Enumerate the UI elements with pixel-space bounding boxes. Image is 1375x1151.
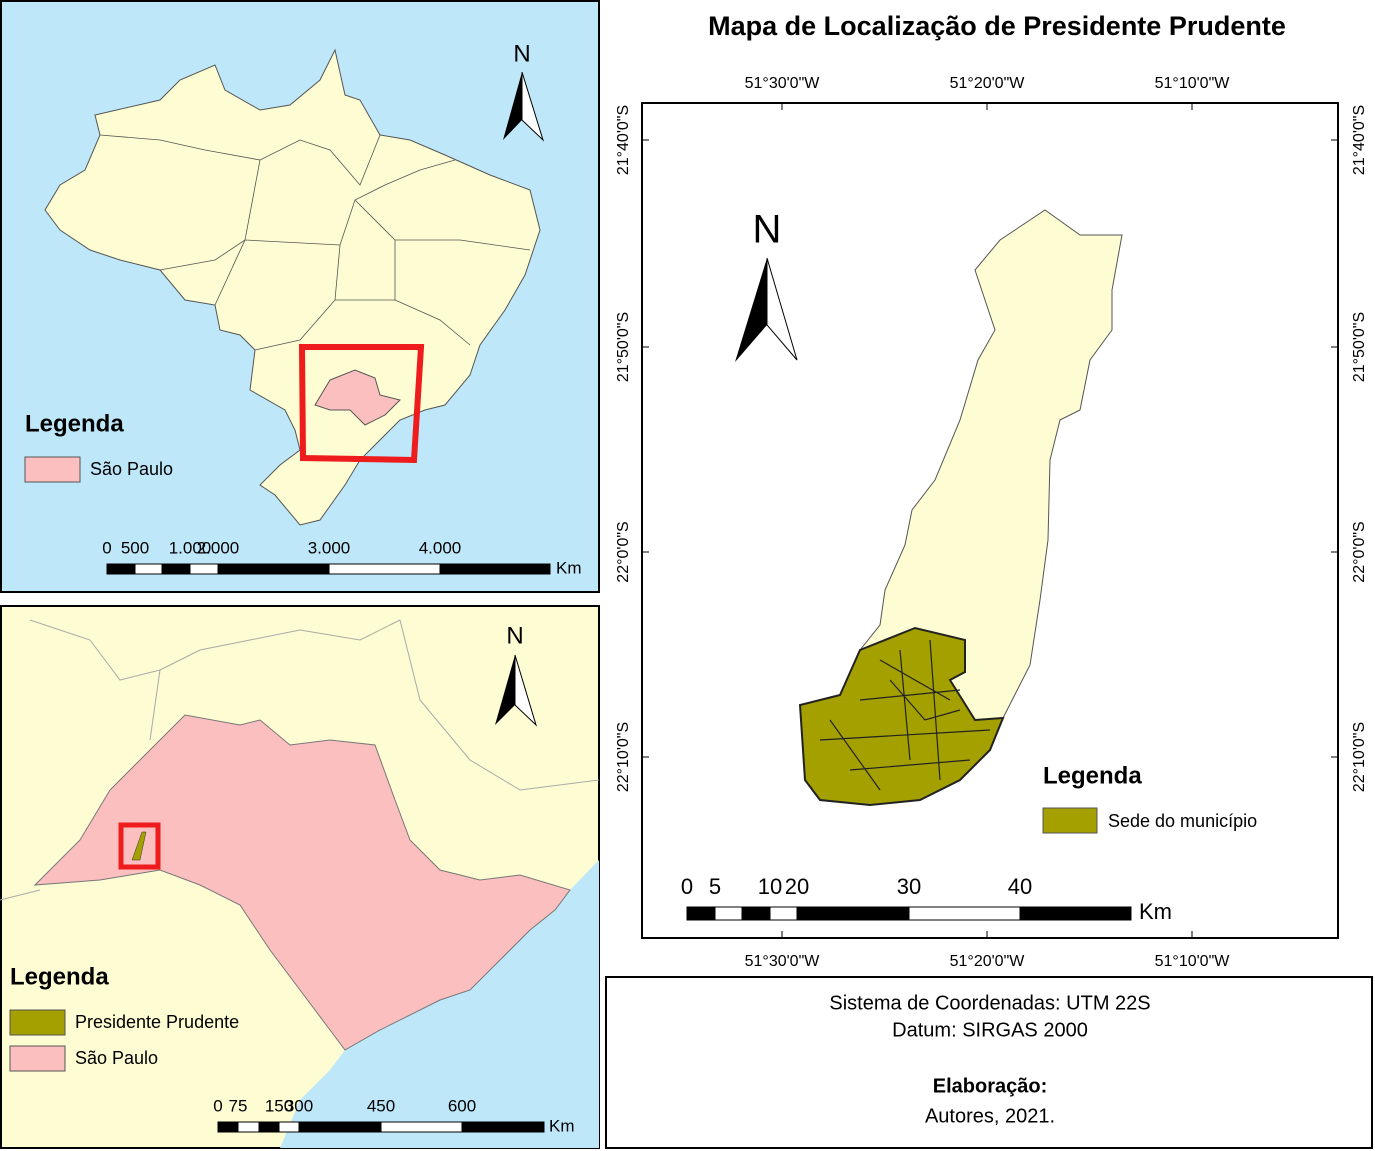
credit: Autores, 2021. [925,1105,1055,1127]
scale-segment [796,906,910,921]
scale-segment [298,1121,382,1133]
coordinate-label: 51°30'0"W [745,953,821,970]
coordinate-label: 21°50'0"S [1351,312,1368,382]
legend-item: Presidente Prudente [75,1012,239,1032]
scale-segment [461,1121,545,1133]
scale-label: 150 [265,1096,293,1115]
coordinate-label: 22°0'0"S [1351,521,1368,582]
scale-unit: Km [1139,899,1172,924]
sao-paulo-shape [314,369,401,426]
north-arrow [766,257,798,361]
coordinate-label: 21°50'0"S [615,312,632,382]
scale-label: 500 [121,538,149,557]
scale-segment [769,906,798,921]
sao-paulo-shape [33,714,571,1051]
scale-segment [741,906,771,921]
scale-segment [134,563,163,575]
extent-box [118,822,161,870]
scale-segment [106,563,136,575]
legend-swatch [9,1045,66,1072]
info-line: Sistema de Coordenadas: UTM 22S [829,992,1150,1014]
scale-segment [237,1121,260,1133]
coordinate-label: 22°10'0"S [615,722,632,792]
north-label: N [513,40,530,67]
legend-title: Legenda [25,410,124,437]
coordinate-label: 51°20'0"W [950,953,1026,970]
legend-title: Legenda [1043,762,1142,789]
north-arrow [735,258,767,362]
scale-segment [1019,906,1132,921]
scale-label: 300 [285,1096,313,1115]
state-borders [99,134,531,351]
scale-label: 75 [229,1096,248,1115]
coordinate-label: 51°30'0"W [745,75,821,92]
coordinate-label: 51°10'0"W [1155,953,1231,970]
scale-segment [714,906,743,921]
north-arrow [514,654,538,727]
scale-label: 0 [102,538,111,557]
scale-segment [328,563,441,575]
credit-title: Elaboração: [933,1075,1047,1097]
urban-streets [819,639,991,791]
scale-segment [217,1121,239,1133]
scale-label: 3.000 [308,538,351,557]
coordinate-label: 51°20'0"W [950,75,1026,92]
scale-label: 10 [758,874,782,899]
north-arrow [495,655,515,725]
coordinate-label: 51°10'0"W [1155,75,1231,92]
legend-title: Legenda [10,963,109,990]
info-box [605,976,1373,1149]
north-arrow [503,72,522,140]
scale-unit: Km [549,1116,575,1135]
legend-item: São Paulo [90,459,173,479]
borders [0,619,600,901]
north-arrow [521,71,545,142]
scale-label: 1.000 [169,538,212,557]
scale-label: 4.000 [419,538,462,557]
scale-segment [278,1121,300,1133]
coordinate-label: 22°10'0"S [1351,722,1368,792]
north-label: N [506,622,523,649]
scale-unit: Km [556,558,582,577]
scale-label: 40 [1008,874,1032,899]
extent-box [298,344,425,464]
legend-swatch [1042,807,1098,834]
scale-segment [439,563,551,575]
scale-label: 2.000 [197,538,240,557]
scale-label: 5 [709,874,721,899]
scale-segment [908,906,1021,921]
scale-label: 0 [681,874,693,899]
scale-segment [380,1121,463,1133]
coordinate-label: 22°0'0"S [615,521,632,582]
scale-label: 0 [213,1096,222,1115]
legend-item: São Paulo [75,1048,158,1068]
north-label: N [753,208,782,252]
scale-label: 450 [367,1096,395,1115]
municipality-shape [131,831,147,861]
map-title: Mapa de Localização de Presidente Pruden… [708,11,1286,41]
info-line: Datum: SIRGAS 2000 [892,1019,1088,1041]
urban-seat [798,626,1005,807]
ocean [280,860,599,1148]
scale-label: 30 [897,874,921,899]
legend-item: Sede do município [1108,811,1257,831]
legend-swatch [9,1009,66,1036]
scale-segment [686,906,716,921]
scale-segment [258,1121,280,1133]
coordinate-label: 21°40'0"S [615,105,632,175]
coordinate-label: 21°40'0"S [1351,105,1368,175]
scale-label: 20 [785,874,809,899]
scale-label: 600 [448,1096,476,1115]
scale-segment [189,563,219,575]
scale-segment [161,563,191,575]
scale-segment [217,563,330,575]
legend-swatch [24,456,81,483]
